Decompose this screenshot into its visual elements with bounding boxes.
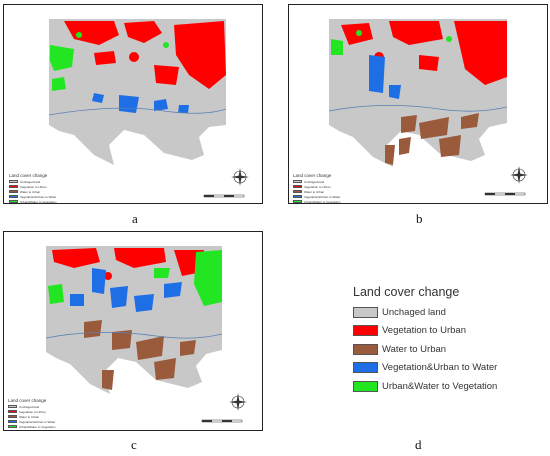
legend-swatch (9, 179, 18, 184)
legend-title: Land cover change (353, 285, 460, 299)
map-panel-a: Land cover change Unchaged land Vegetati… (3, 4, 263, 204)
legend-swatch (353, 306, 378, 318)
caption-a: a (132, 211, 138, 226)
legend-swatch (293, 179, 302, 184)
mini-legend-item: Unchaged land (8, 404, 55, 409)
legend-item-water-to-urban: Water to Urban (353, 340, 523, 359)
legend-item-to-water: Vegetation&Urban to Water (353, 359, 523, 378)
coastline (48, 107, 227, 116)
map-panel-b: Land cover change Unchaged land Vegetati… (288, 4, 548, 204)
map-b (328, 19, 528, 196)
water-to-urban-patches (385, 113, 479, 165)
mini-legend-b: Land cover change Unchaged land Vegetati… (293, 173, 340, 204)
scale-bar (203, 194, 245, 198)
legend-swatch (8, 419, 17, 424)
mini-legend-item: Urban&Water to Vegetation (9, 199, 56, 204)
mini-legend-item: Vegetation&Urban to Water (293, 194, 340, 199)
coastline (45, 332, 223, 339)
legend-swatch (293, 184, 302, 189)
legend-swatch (293, 199, 302, 204)
legend-swatch (353, 343, 378, 355)
legend-item-to-vegetation: Urban&Water to Vegetation (353, 377, 523, 396)
mini-legend-item: Urban&Water to Vegetation (293, 199, 340, 204)
caption-c: c (131, 437, 137, 452)
map-c (45, 246, 247, 423)
mini-legend-item: Vegetation to Urban (293, 184, 340, 189)
caption-d: d (415, 437, 422, 452)
water-to-urban-patches (84, 320, 196, 390)
mini-legend-item: Vegetation to Urban (9, 184, 56, 189)
mini-legend-item: Water to Urban (9, 189, 56, 194)
legend-panel-d: Land cover change Unchaged land Vegetati… (353, 285, 523, 396)
legend-swatch (9, 199, 18, 204)
mini-legend-title: Land cover change (8, 398, 47, 403)
to-vegetation-patches (331, 30, 452, 55)
scale-bar (484, 192, 526, 196)
mini-legend-item: Unchaged land (9, 179, 56, 184)
legend-item-veg-to-urban: Vegetation to Urban (353, 322, 523, 341)
mini-legend-c: Land cover change Unchaged land Vegetati… (8, 398, 55, 429)
to-vegetation-patches (48, 250, 222, 306)
mini-legend-item: Unchaged land (293, 179, 340, 184)
map-a (48, 19, 249, 198)
coastline (328, 105, 508, 112)
scale-bar (201, 419, 243, 423)
legend-swatch (8, 404, 17, 409)
legend-swatch (8, 414, 17, 419)
legend-swatch (293, 189, 302, 194)
mini-legend-title: Land cover change (293, 173, 332, 178)
map-panel-c: Land cover change Unchaged land Vegetati… (3, 231, 263, 431)
mini-legend-a: Land cover change Unchaged land Vegetati… (9, 173, 56, 204)
legend-swatch (353, 325, 378, 337)
compass-rose-icon (510, 166, 528, 184)
to-vegetation-patches (50, 32, 169, 91)
legend-swatch (9, 194, 18, 199)
mini-legend-item: Water to Urban (293, 189, 340, 194)
veg-to-urban-patches (64, 21, 226, 89)
mini-legend-item: Urban&Water to Vegetation (8, 424, 55, 429)
to-water-patches (369, 55, 401, 99)
legend-item-unchanged: Unchaged land (353, 303, 523, 322)
mini-legend-title: Land cover change (9, 173, 48, 178)
caption-b: b (416, 211, 423, 226)
legend-swatch (353, 362, 378, 374)
to-water-patches (70, 268, 182, 312)
legend-swatch (293, 194, 302, 199)
mini-legend-item: Water to Urban (8, 414, 55, 419)
legend-swatch (8, 424, 17, 429)
to-water-patches (92, 93, 189, 113)
mini-legend-item: Vegetation to Urban (8, 409, 55, 414)
mini-legend-item: Vegetation&Urban to Water (8, 419, 55, 424)
legend-swatch (9, 189, 18, 194)
legend-swatch (8, 409, 17, 414)
legend-swatch (9, 184, 18, 189)
compass-rose-icon (231, 168, 249, 186)
mini-legend-item: Vegetation&Urban to Water (9, 194, 56, 199)
legend-swatch (353, 380, 378, 392)
veg-to-urban-patches (341, 21, 507, 85)
compass-rose-icon (229, 393, 247, 411)
